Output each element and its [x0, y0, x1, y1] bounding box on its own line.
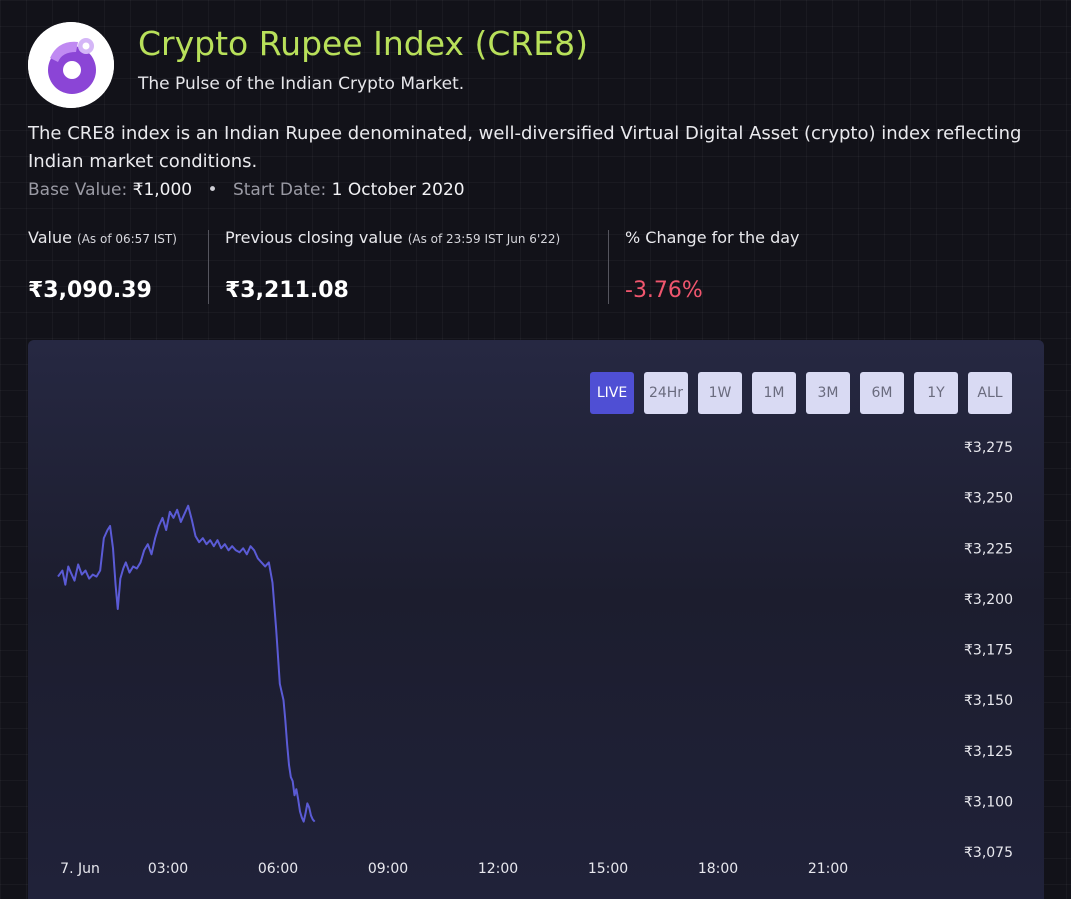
y-tick-label: ₹3,100	[964, 794, 1013, 810]
index-chart-panel: ₹3,275 ₹3,250 ₹3,225 ₹3,200 ₹3,175 ₹3,150 ₹3,1…	[28, 340, 1044, 899]
previous-close-note: (As of 23:59 IST Jun 6'22)	[407, 232, 561, 246]
start-date-value: 1 October 2020	[331, 180, 465, 200]
day-change-label: % Change for the day	[625, 228, 800, 247]
index-description: The CRE8 index is an Indian Rupee denomi…	[28, 123, 1022, 172]
range-button-live[interactable]: LIVE	[590, 372, 634, 414]
y-tick-label: ₹3,200	[964, 592, 1013, 608]
range-button-all[interactable]: ALL	[968, 372, 1012, 414]
current-value-stat: Value (As of 06:57 IST) ₹3,090.39	[28, 228, 177, 304]
x-tick-label: 12:00	[478, 861, 518, 877]
range-button-3m[interactable]: 3M	[806, 372, 850, 414]
y-tick-label: ₹3,250	[964, 491, 1013, 507]
day-change-stat: % Change for the day -3.76%	[625, 228, 800, 304]
y-tick-label: ₹3,275	[964, 440, 1013, 456]
cre8-logo	[28, 22, 114, 108]
previous-close-label: Previous closing value (As of 23:59 IST …	[225, 228, 561, 247]
y-tick-label: ₹3,075	[964, 845, 1013, 861]
base-value-label: Base Value:	[28, 180, 128, 200]
x-tick-label: 21:00	[808, 861, 848, 877]
stat-divider	[608, 230, 609, 304]
range-button-1w[interactable]: 1W	[698, 372, 742, 414]
x-tick-label: 15:00	[588, 861, 628, 877]
index-line-chart[interactable]: ₹3,275 ₹3,250 ₹3,225 ₹3,200 ₹3,175 ₹3,150 ₹3,1…	[28, 340, 1044, 899]
previous-close-stat: Previous closing value (As of 23:59 IST …	[225, 228, 560, 304]
range-button-24hr[interactable]: 24Hr	[644, 372, 688, 414]
time-range-selector: LIVE 24Hr 1W 1M 3M 6M 1Y ALL	[590, 372, 1012, 414]
current-value-note: (As of 06:57 IST)	[77, 232, 177, 246]
y-tick-label: ₹3,125	[964, 744, 1013, 760]
range-button-6m[interactable]: 6M	[860, 372, 904, 414]
previous-close-value: ₹3,211.08	[225, 278, 349, 303]
x-tick-label: 7. Jun	[60, 861, 100, 877]
meta-separator: •	[207, 180, 218, 200]
y-tick-label: ₹3,150	[964, 693, 1013, 709]
page-subtitle: The Pulse of the Indian Crypto Market.	[138, 74, 465, 94]
range-button-1y[interactable]: 1Y	[914, 372, 958, 414]
page-title: Crypto Rupee Index (CRE8)	[138, 24, 589, 63]
index-series-line	[57, 504, 316, 823]
stat-divider	[208, 230, 209, 304]
range-button-1m[interactable]: 1M	[752, 372, 796, 414]
y-tick-label: ₹3,225	[964, 541, 1013, 557]
x-tick-label: 06:00	[258, 861, 298, 877]
index-meta: Base Value: ₹1,000 • Start Date: 1 Octob…	[28, 180, 465, 200]
base-value: ₹1,000	[132, 180, 193, 200]
day-change-value: -3.76%	[625, 278, 703, 303]
y-tick-label: ₹3,175	[964, 643, 1013, 659]
x-tick-label: 09:00	[368, 861, 408, 877]
start-date-label: Start Date:	[232, 180, 327, 200]
current-value: ₹3,090.39	[28, 278, 152, 303]
current-value-label: Value (As of 06:57 IST)	[28, 228, 177, 247]
x-tick-label: 03:00	[148, 861, 188, 877]
x-tick-label: 18:00	[698, 861, 738, 877]
